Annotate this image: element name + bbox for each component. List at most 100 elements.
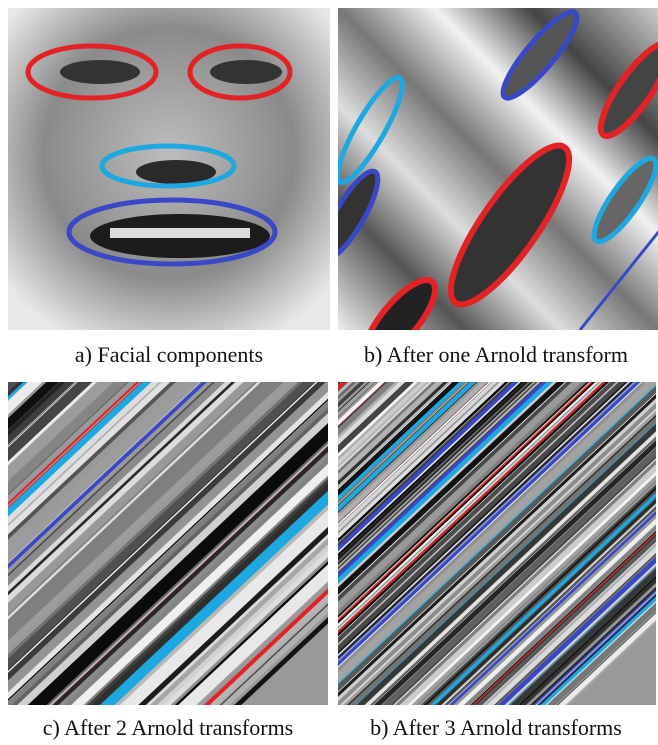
stripe bbox=[338, 382, 606, 634]
stripe bbox=[338, 382, 492, 526]
stripe bbox=[399, 463, 656, 705]
stripe bbox=[338, 382, 419, 458]
stripe bbox=[120, 509, 328, 705]
panel-d-image bbox=[338, 382, 656, 705]
stripe bbox=[8, 398, 328, 701]
stripe bbox=[492, 551, 656, 705]
stripe bbox=[415, 478, 656, 705]
caption: a) Facial components bbox=[74, 342, 264, 367]
stripe bbox=[338, 382, 637, 663]
stripe bbox=[14, 410, 328, 705]
stripe bbox=[487, 546, 656, 705]
stripe bbox=[8, 382, 284, 641]
stripe bbox=[338, 386, 656, 692]
stripe bbox=[338, 382, 458, 495]
stripe bbox=[215, 599, 328, 705]
stripe bbox=[160, 547, 328, 705]
stripe bbox=[338, 382, 427, 466]
stripe bbox=[409, 473, 656, 705]
stripe bbox=[501, 559, 656, 705]
stripe bbox=[338, 382, 477, 512]
stripe bbox=[8, 382, 116, 483]
stripe bbox=[338, 382, 406, 446]
stripe bbox=[338, 382, 636, 662]
stripe bbox=[338, 382, 396, 436]
stripe bbox=[71, 463, 328, 705]
stripe bbox=[338, 382, 468, 504]
stripe bbox=[338, 382, 617, 644]
stripe bbox=[435, 498, 656, 705]
stripe bbox=[338, 382, 596, 624]
panel-c-image bbox=[0, 372, 328, 715]
stripe bbox=[381, 447, 656, 705]
stripe bbox=[419, 483, 656, 705]
stripe bbox=[338, 398, 656, 703]
stripe bbox=[547, 603, 656, 705]
stripe bbox=[346, 414, 656, 705]
stripe bbox=[8, 382, 328, 695]
stripe bbox=[338, 382, 514, 547]
stripe bbox=[338, 382, 509, 543]
stripe bbox=[520, 577, 656, 705]
stripe bbox=[453, 514, 656, 705]
stripe bbox=[338, 382, 554, 584]
stripe bbox=[394, 459, 656, 705]
stripe bbox=[372, 438, 656, 705]
stripe bbox=[534, 591, 656, 705]
stripe bbox=[58, 451, 328, 705]
stripe bbox=[510, 568, 656, 705]
stripe bbox=[338, 382, 414, 454]
stripe bbox=[338, 382, 545, 576]
stripe bbox=[338, 382, 544, 575]
stripe bbox=[338, 382, 421, 460]
stripe bbox=[338, 382, 469, 505]
stripe bbox=[150, 537, 328, 705]
stripe bbox=[540, 596, 656, 705]
stripe bbox=[389, 454, 656, 705]
stripe bbox=[553, 609, 656, 705]
stripe bbox=[338, 382, 523, 556]
stripe bbox=[533, 589, 656, 705]
stripe bbox=[132, 521, 328, 705]
stripe bbox=[99, 490, 328, 705]
stripe bbox=[338, 382, 623, 649]
stripe bbox=[338, 382, 488, 523]
stripe bbox=[219, 603, 328, 705]
stripe bbox=[8, 382, 162, 527]
panel-a-image bbox=[8, 8, 330, 330]
stripe bbox=[552, 608, 656, 705]
stripe bbox=[565, 619, 656, 705]
stripe bbox=[0, 372, 8, 715]
stripe bbox=[338, 382, 519, 552]
stripe bbox=[338, 382, 572, 602]
stripe bbox=[338, 382, 655, 680]
panel-b-image bbox=[338, 8, 658, 330]
stripe bbox=[567, 621, 656, 705]
stripe bbox=[529, 586, 656, 705]
stripe bbox=[338, 382, 512, 546]
stripe bbox=[338, 382, 601, 629]
stripe bbox=[338, 382, 626, 652]
stripe bbox=[8, 382, 226, 586]
stripe bbox=[338, 382, 410, 449]
stripe bbox=[442, 504, 656, 705]
stripe bbox=[338, 382, 648, 673]
stripe bbox=[8, 382, 93, 462]
stripe bbox=[442, 504, 656, 705]
stripe bbox=[8, 382, 207, 569]
caption: b) After 3 Arnold transforms bbox=[370, 715, 622, 740]
stripe bbox=[457, 518, 656, 705]
stripe bbox=[178, 564, 328, 705]
stripe bbox=[338, 382, 526, 559]
stripe bbox=[348, 416, 656, 705]
stripe bbox=[338, 382, 538, 570]
stripe bbox=[427, 490, 656, 705]
stripe bbox=[338, 382, 656, 684]
stripe bbox=[91, 482, 328, 705]
stripe bbox=[8, 391, 328, 702]
stripe bbox=[338, 382, 641, 667]
stripe bbox=[338, 382, 606, 634]
stripe bbox=[338, 382, 400, 440]
stripe bbox=[338, 382, 534, 566]
